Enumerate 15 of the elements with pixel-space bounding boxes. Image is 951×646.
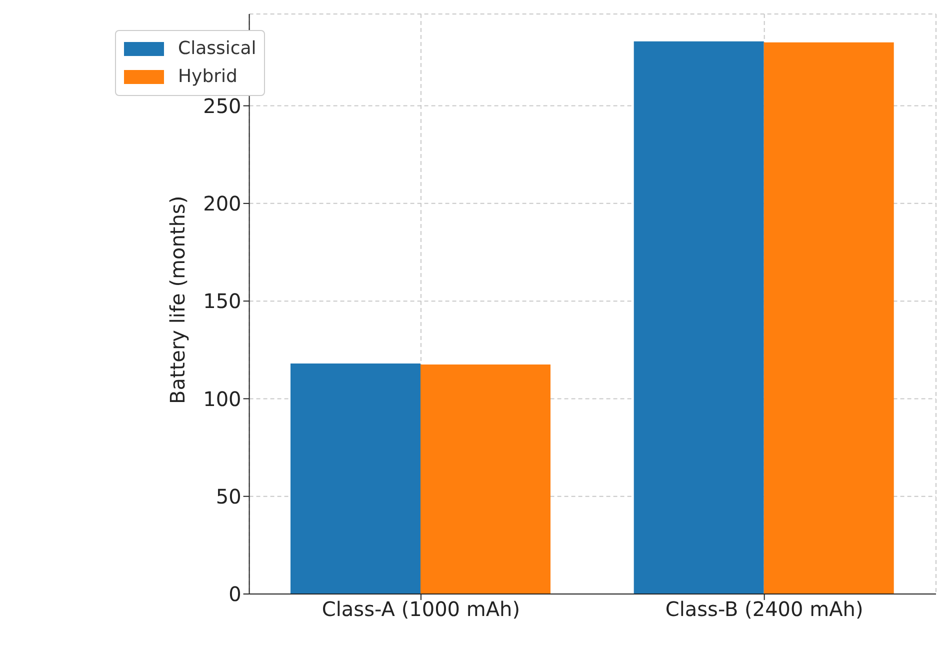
legend-label: Classical bbox=[178, 37, 256, 61]
x-tick-label: Class-A (1000 mAh) bbox=[322, 597, 520, 622]
y-tick-label: 0 bbox=[228, 582, 242, 606]
x-tick-label: Class-B (2400 mAh) bbox=[665, 597, 864, 622]
y-tick-label: 200 bbox=[203, 192, 242, 216]
bar bbox=[764, 42, 894, 594]
legend-label: Hybrid bbox=[178, 65, 238, 89]
y-axis-title: Battery life (months) bbox=[165, 196, 190, 404]
y-tick-label: 150 bbox=[203, 289, 242, 314]
y-tick-label: 100 bbox=[203, 386, 242, 411]
bar bbox=[290, 364, 420, 594]
y-tick-label: 50 bbox=[216, 484, 242, 508]
bar bbox=[634, 41, 764, 594]
bar bbox=[420, 364, 550, 594]
y-tick-label: 250 bbox=[203, 94, 242, 118]
